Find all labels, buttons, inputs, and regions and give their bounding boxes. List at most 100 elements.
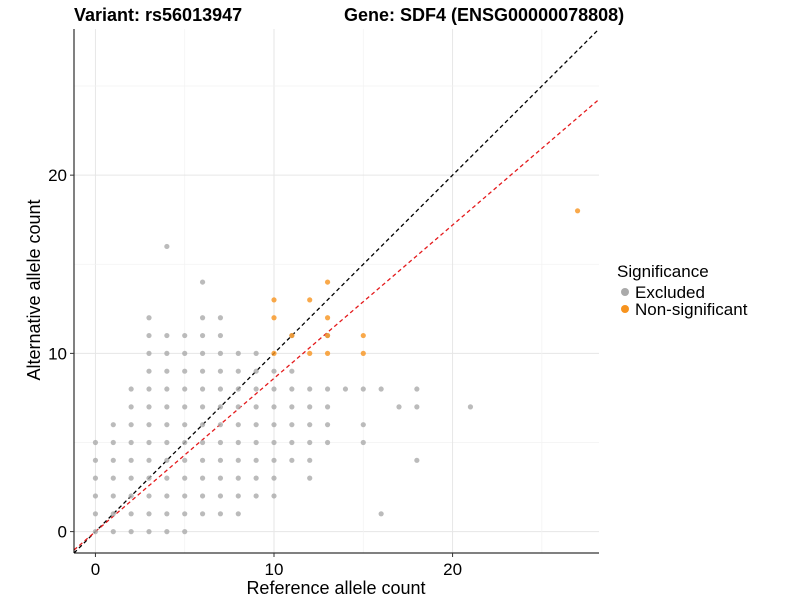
point-excluded xyxy=(164,368,170,374)
point-excluded xyxy=(271,475,277,481)
data-points xyxy=(92,208,581,535)
point-excluded xyxy=(467,404,474,410)
point-excluded xyxy=(110,529,116,535)
point-excluded xyxy=(360,439,366,446)
point-excluded xyxy=(414,386,420,392)
point-excluded xyxy=(307,422,313,428)
point-excluded xyxy=(307,439,313,446)
point-excluded xyxy=(164,422,170,428)
point-excluded xyxy=(414,457,420,463)
point-excluded xyxy=(342,386,349,392)
point-excluded xyxy=(217,475,224,481)
point-non-significant xyxy=(324,350,331,356)
legend-key-excluded xyxy=(621,288,629,296)
title-variant: Variant: rs56013947 xyxy=(74,5,242,25)
y-axis-title: Alternative allele count xyxy=(24,199,44,380)
legend-key-non-significant xyxy=(621,305,629,313)
point-excluded xyxy=(164,493,170,499)
point-excluded xyxy=(199,350,206,356)
point-excluded xyxy=(128,493,134,499)
point-excluded xyxy=(253,404,259,410)
point-excluded xyxy=(146,350,152,356)
point-excluded xyxy=(164,350,170,356)
point-excluded xyxy=(110,475,116,481)
point-excluded xyxy=(217,386,224,392)
point-excluded xyxy=(146,511,152,517)
y-tick-label: 20 xyxy=(48,166,67,185)
point-excluded xyxy=(271,422,277,428)
y-tick-label: 10 xyxy=(48,344,67,363)
point-excluded xyxy=(235,350,241,356)
point-excluded xyxy=(182,439,188,446)
y-tick-label: 0 xyxy=(58,523,67,542)
point-non-significant xyxy=(574,208,581,214)
point-excluded xyxy=(199,279,206,285)
point-excluded xyxy=(289,386,295,392)
point-non-significant xyxy=(324,315,331,321)
point-excluded xyxy=(253,368,259,374)
point-excluded xyxy=(307,404,313,410)
legend-label-excluded: Excluded xyxy=(635,283,705,302)
point-excluded xyxy=(146,529,152,535)
point-excluded xyxy=(128,457,134,463)
point-excluded xyxy=(164,457,170,463)
point-excluded xyxy=(92,457,99,463)
point-excluded xyxy=(182,457,188,463)
point-excluded xyxy=(217,404,224,410)
point-excluded xyxy=(235,475,241,481)
point-excluded xyxy=(253,493,259,499)
point-excluded xyxy=(217,493,224,499)
point-excluded xyxy=(217,315,224,321)
point-excluded xyxy=(235,439,241,446)
point-excluded xyxy=(235,404,241,410)
point-excluded xyxy=(289,439,295,446)
point-excluded xyxy=(271,439,277,446)
legend-title: Significance xyxy=(617,262,709,281)
expected-ratio-reference-line xyxy=(73,98,600,551)
point-excluded xyxy=(235,422,241,428)
point-excluded xyxy=(289,422,295,428)
point-excluded xyxy=(128,422,134,428)
point-excluded xyxy=(164,404,170,410)
point-excluded xyxy=(271,368,277,374)
point-excluded xyxy=(199,332,206,339)
point-excluded xyxy=(146,475,152,481)
point-excluded xyxy=(289,457,295,463)
point-excluded xyxy=(110,439,116,446)
point-excluded xyxy=(182,332,188,339)
point-excluded xyxy=(199,439,206,446)
point-excluded xyxy=(324,439,331,446)
point-excluded xyxy=(146,332,152,339)
point-excluded xyxy=(217,332,224,339)
point-excluded xyxy=(182,404,188,410)
point-excluded xyxy=(253,475,259,481)
point-excluded xyxy=(217,368,224,374)
point-excluded xyxy=(253,422,259,428)
point-excluded xyxy=(164,475,170,481)
point-non-significant xyxy=(271,315,277,321)
point-excluded xyxy=(182,386,188,392)
point-excluded xyxy=(199,404,206,410)
point-excluded xyxy=(146,404,152,410)
point-excluded xyxy=(110,422,116,428)
point-non-significant xyxy=(307,350,313,356)
title-gene: Gene: SDF4 (ENSG00000078808) xyxy=(344,5,624,25)
point-excluded xyxy=(378,386,384,392)
point-excluded xyxy=(217,439,224,446)
point-non-significant xyxy=(307,297,313,303)
point-excluded xyxy=(92,511,99,517)
point-excluded xyxy=(146,439,152,446)
point-excluded xyxy=(164,243,170,250)
point-non-significant xyxy=(271,350,277,356)
point-excluded xyxy=(146,315,152,321)
x-axis-title: Reference allele count xyxy=(246,578,425,598)
point-excluded xyxy=(289,368,295,374)
point-non-significant xyxy=(289,332,295,339)
point-excluded xyxy=(217,457,224,463)
point-excluded xyxy=(307,386,313,392)
point-excluded xyxy=(110,457,116,463)
point-excluded xyxy=(146,368,152,374)
point-excluded xyxy=(199,386,206,392)
point-excluded xyxy=(199,457,206,463)
point-excluded xyxy=(146,386,152,392)
